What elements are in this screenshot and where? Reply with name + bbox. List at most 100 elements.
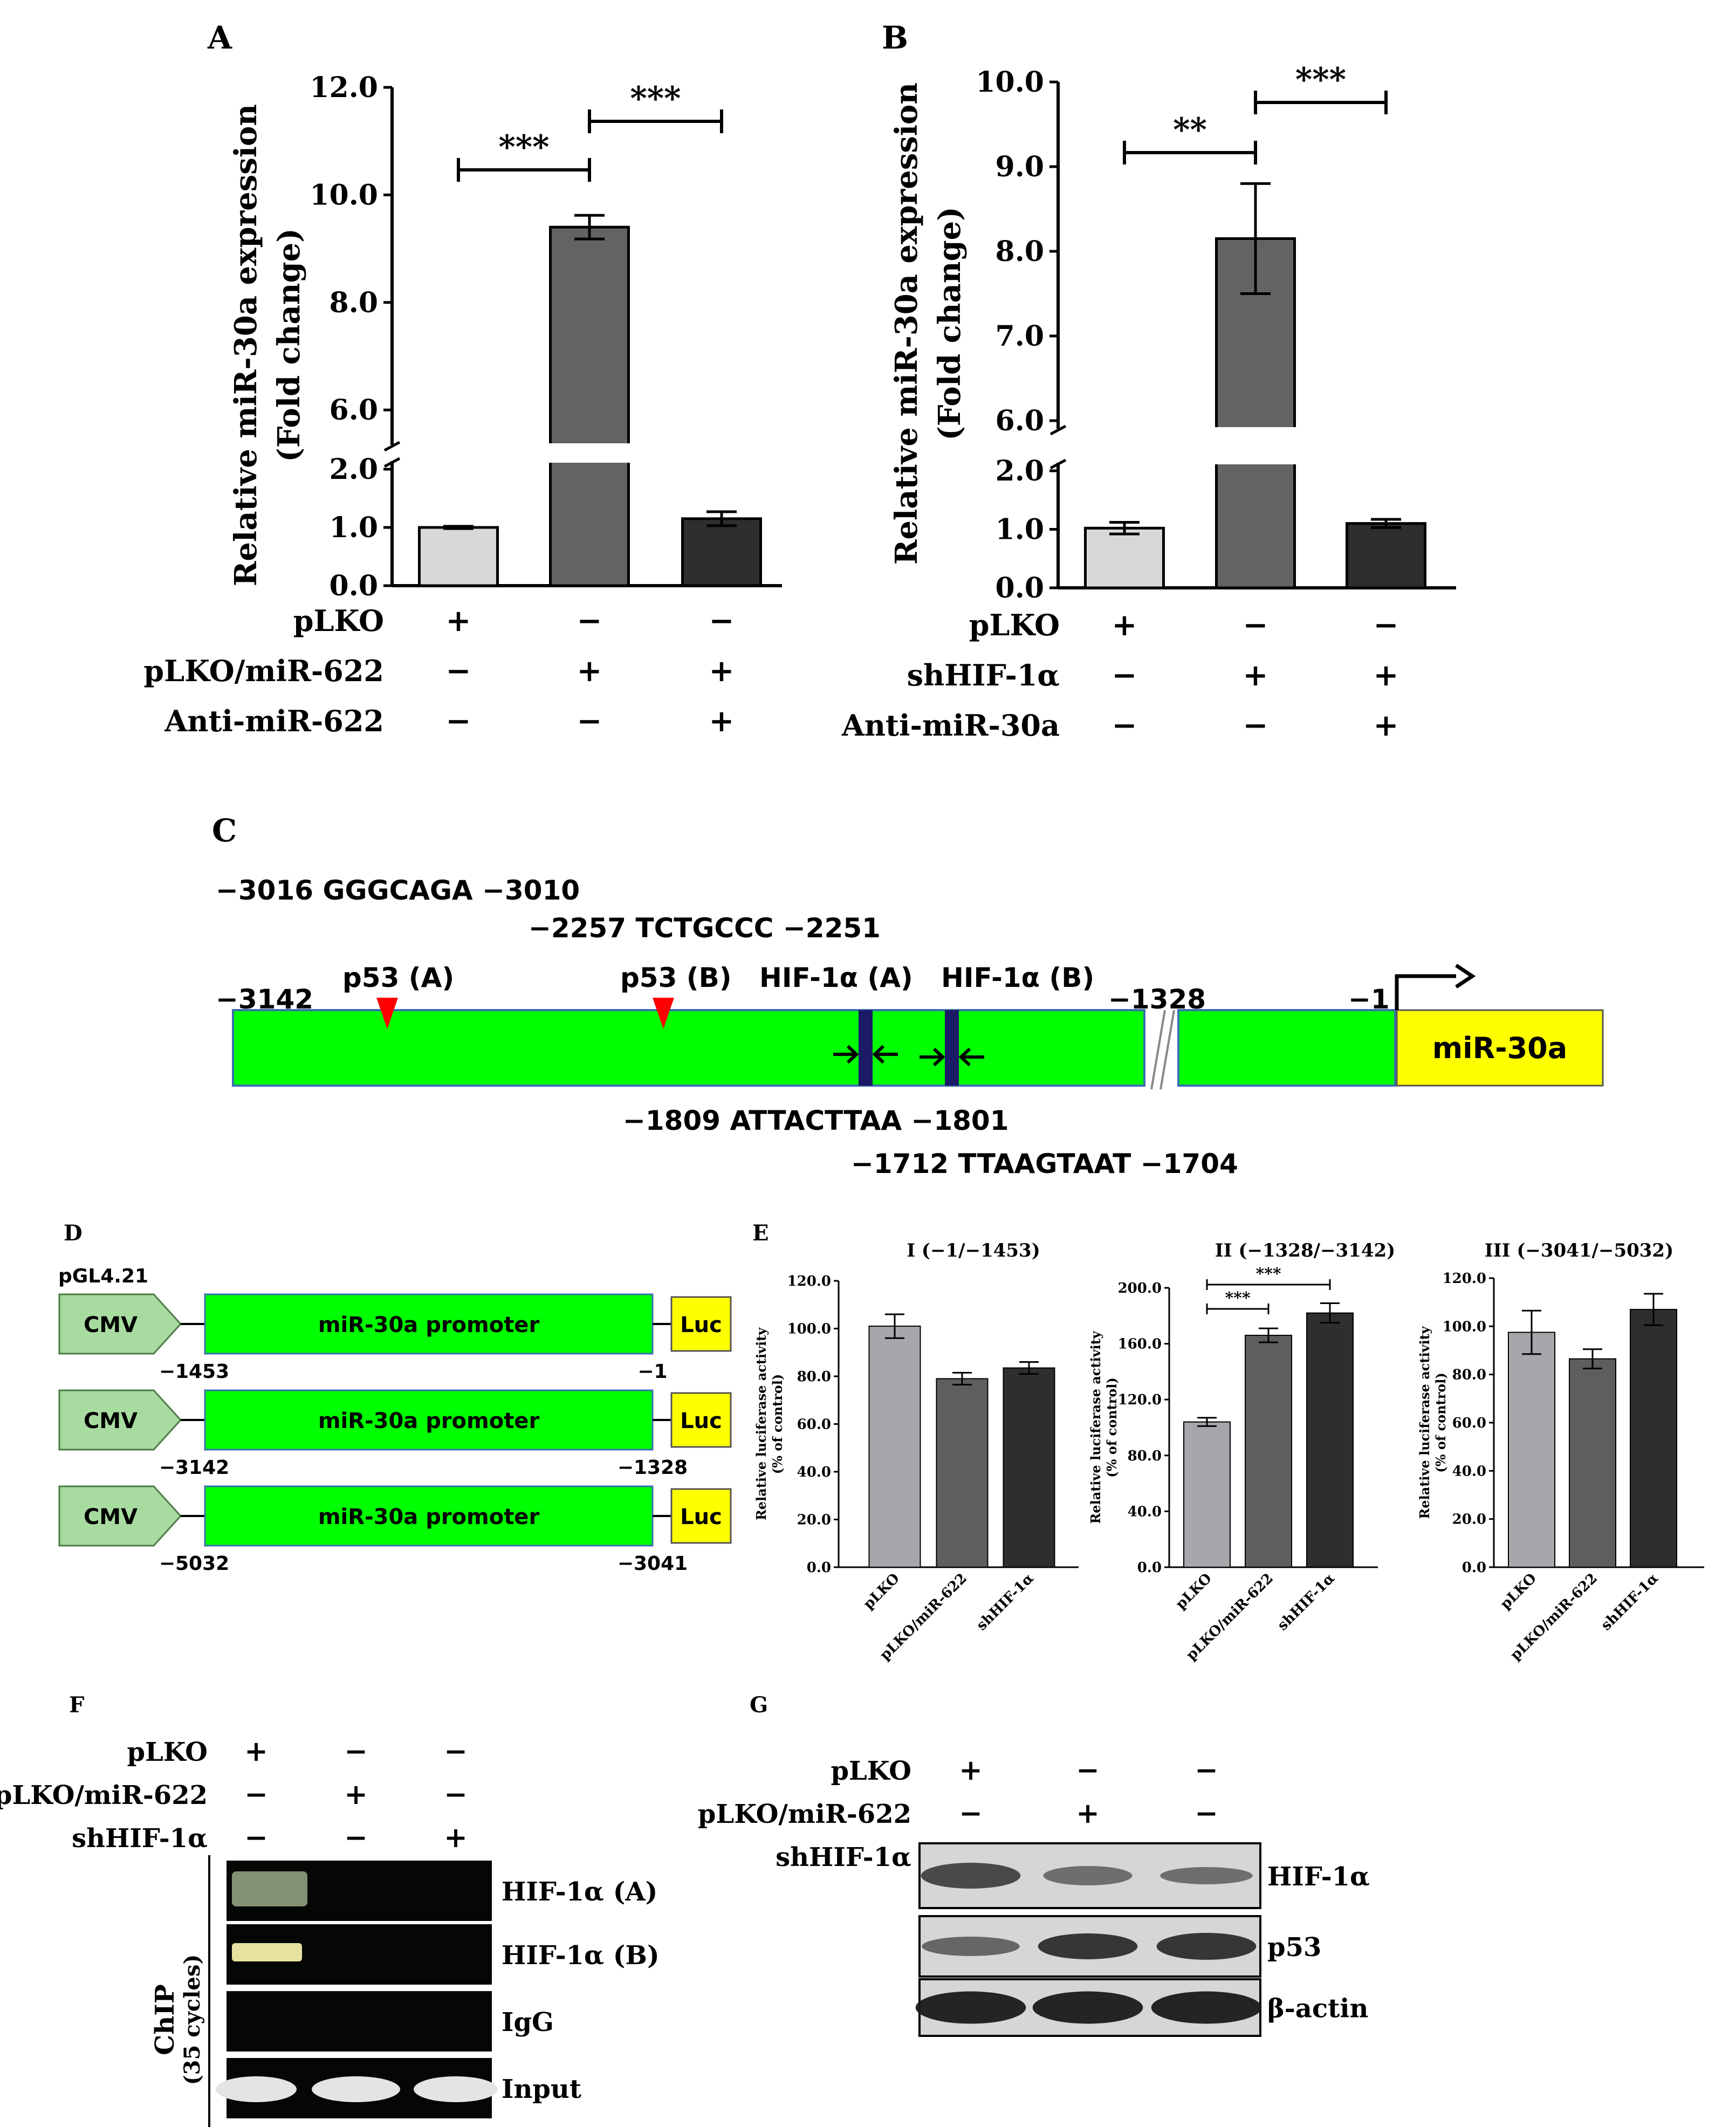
condition-label: shHIF-1α [907, 658, 1060, 692]
wb-band [922, 1937, 1020, 1956]
chip-gel-lane-strip [227, 1991, 492, 2051]
chip-condition-sign: + [244, 1735, 268, 1768]
chart-b-tick-label: 10.0 [976, 66, 1044, 99]
bar [549, 225, 630, 587]
seq-label-2: −2257 TCTGCCC −2251 [529, 912, 881, 944]
chart-b-axis-break-high [1049, 424, 1067, 436]
chart-b-tick-label: 9.0 [996, 150, 1044, 183]
condition-sign: + [446, 603, 471, 639]
wb-band [921, 1863, 1021, 1889]
cmv-label: CMV [84, 1505, 138, 1529]
chart-e1-tick-label: 100.0 [787, 1321, 831, 1337]
hif-a-site [859, 1010, 873, 1086]
chart-e2-tick-label: 40.0 [1128, 1504, 1162, 1520]
seq-label-3: −1809 ATTACTTAA −1801 [623, 1105, 1008, 1136]
luc-label: Luc [680, 1505, 722, 1529]
chart-e2-tick-label: 200.0 [1118, 1280, 1162, 1296]
chart-a-tick-label: 1.0 [330, 511, 378, 544]
panel-letter-a: A [207, 19, 232, 56]
chart-e2-tick-label: 0.0 [1137, 1560, 1162, 1576]
wb-condition-sign: − [1195, 1797, 1218, 1830]
panel-letter-d: D [64, 1220, 83, 1246]
category-label: shHIF-1α [973, 1570, 1037, 1634]
chip-condition-sign: + [344, 1778, 368, 1811]
chart-a-axis-break-low [383, 457, 401, 468]
chip-condition-sign: − [344, 1735, 368, 1768]
wb-condition-label: shHIF-1α [776, 1842, 911, 1872]
chart-e3-tick-label: 0.0 [1462, 1560, 1486, 1576]
bar [1508, 1332, 1555, 1568]
cmv-promoter-arrow [58, 1389, 182, 1451]
wb-band [1038, 1933, 1138, 1959]
bar [681, 517, 762, 587]
wb-condition-sign: + [959, 1754, 983, 1787]
chip-condition-label: pLKO/miR-622 [0, 1780, 208, 1810]
chart-e3-title: III (−3041/−5032) [1485, 1240, 1673, 1261]
significance-label: *** [1295, 61, 1346, 99]
condition-sign: − [446, 653, 471, 689]
wb-condition-label: pLKO/miR-622 [698, 1799, 911, 1829]
promoter-map: −3016 GGGCAGA −3010 −2257 TCTGCCC −2251 … [216, 875, 1604, 1179]
chip-row-label: HIF-1α (B) [502, 1940, 660, 1971]
chart-e1-tick-label: 120.0 [787, 1273, 831, 1289]
chart-e1-title: I (−1/−1453) [907, 1240, 1040, 1261]
chart-e1: I (−1/−1453) Relative luciferase activity… [753, 1240, 1079, 1664]
chart-b-tick-label: 1.0 [996, 513, 1044, 546]
chart-e2: II (−1328/−3142) Relative luciferase acti… [1088, 1240, 1395, 1664]
chart-a-ylabel2: (Fold change) [271, 228, 307, 462]
condition-sign: − [1112, 708, 1137, 743]
chart-e2-tick-label: 160.0 [1118, 1336, 1162, 1353]
western-panel: pLKO+−−pLKO/miR-622−+−shHIF-1α−−+ HIF-1α… [698, 1754, 1370, 2037]
condition-sign: + [1374, 708, 1399, 743]
chart-e3-tick-label: 80.0 [1452, 1367, 1486, 1383]
condition-sign: − [1243, 708, 1268, 743]
bar [1306, 1312, 1354, 1568]
chart-e3-ylabel: Relative luciferase activity [1417, 1326, 1432, 1519]
condition-sign: − [446, 703, 471, 739]
chart-b-tick-label: 7.0 [996, 320, 1044, 353]
luc-box [670, 1296, 732, 1352]
bar [1183, 1421, 1231, 1568]
promoter-label: miR-30a promoter [318, 1505, 540, 1529]
chart-e1-ylabel: Relative luciferase activity [753, 1327, 769, 1520]
wb-row-label: p53 [1267, 1932, 1321, 1963]
mir-30a-gene-box [1396, 1009, 1604, 1087]
chart-b-tick-label: 0.0 [996, 572, 1044, 605]
condition-sign: − [1374, 607, 1399, 643]
chart-a: Relative miR-30a expression (Fold change… [143, 71, 782, 739]
construct-left-pos: −3142 [159, 1457, 229, 1479]
bar [1003, 1367, 1055, 1568]
wb-condition-sign: − [959, 1797, 983, 1830]
promoter-label: miR-30a promoter [318, 1409, 540, 1433]
chip-band [216, 2076, 297, 2102]
construct-left-pos: −5032 [159, 1553, 229, 1575]
chart-a-tick-label: 12.0 [310, 71, 378, 104]
chip-condition-label: shHIF-1α [72, 1823, 208, 1854]
break-mark-2 [1159, 1010, 1175, 1090]
luc-box [670, 1488, 732, 1544]
condition-sign: − [577, 703, 602, 739]
bar [418, 526, 499, 587]
chart-a-axis: 0.0 1.0 2.0 6.0 8.0 10.0 12.0 [310, 71, 782, 602]
luciferase-charts: I (−1/−1453) Relative luciferase activity… [753, 1240, 1704, 1664]
panel-letter-c: C [212, 812, 237, 849]
condition-label: pLKO/miR-622 [143, 654, 384, 688]
chart-e3-tick-label: 120.0 [1443, 1271, 1486, 1287]
condition-label: pLKO [969, 608, 1060, 642]
condition-sign: + [577, 653, 602, 689]
condition-label: pLKO [293, 603, 384, 638]
seq-label-4: −1712 TTAAGTAAT −1704 [851, 1148, 1238, 1179]
wb-band [1151, 1991, 1262, 2024]
break-mark-1 [1150, 1010, 1166, 1090]
mir-30a-gene-label: miR-30a [1432, 1031, 1567, 1065]
category-label: pLKO [1497, 1570, 1539, 1613]
wb-condition-label: pLKO [831, 1756, 911, 1786]
chart-b-ylabel: Relative miR-30a expression [889, 83, 924, 565]
chart-a-tick-label: 6.0 [330, 394, 378, 427]
category-label: pLKO [860, 1570, 902, 1613]
chip-panel: pLKO + − − pLKO/miR-622 − + − shHIF-1α − − + ChIP (… [0, 1735, 660, 2127]
chart-a-tick-label: 2.0 [330, 453, 378, 486]
chart-b-axis-break-low [1049, 458, 1067, 470]
chart-b: Relative miR-30a expression (Fold change… [841, 61, 1456, 743]
